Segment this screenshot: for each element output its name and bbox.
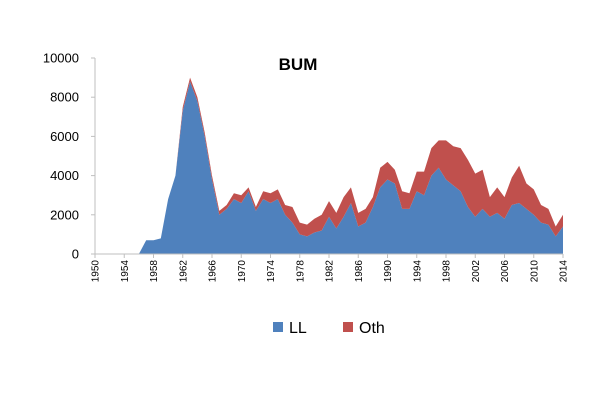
- y-tick-label: 10000: [43, 51, 79, 66]
- x-tick-label: 1978: [295, 260, 306, 283]
- y-axis: 0 2000 4000 6000 8000 10000: [43, 51, 96, 262]
- x-tick-label: 1990: [383, 260, 394, 283]
- legend-label-ll: LL: [289, 320, 307, 337]
- x-tick-label: 2002: [471, 260, 482, 283]
- legend-swatch-oth: [343, 322, 353, 332]
- y-tick-label: 2000: [50, 207, 79, 222]
- x-tick-label: 1998: [442, 260, 453, 283]
- chart-title: BUM: [279, 55, 318, 74]
- legend: LL Oth: [273, 320, 385, 337]
- series-area-ll: [95, 81, 563, 255]
- x-tick-label: 1950: [91, 260, 102, 283]
- y-tick-label: 0: [72, 247, 79, 262]
- legend-label-oth: Oth: [359, 320, 385, 337]
- x-tick-label: 2010: [529, 260, 540, 283]
- x-tick-label: 1982: [325, 260, 336, 283]
- plot-area: [95, 77, 563, 255]
- x-tick-label: 1954: [120, 260, 131, 283]
- x-tick-label: 1970: [237, 260, 248, 283]
- y-tick-label: 6000: [50, 129, 79, 144]
- x-tick-label: 1994: [412, 260, 423, 283]
- x-tick-label: 1986: [354, 260, 365, 283]
- x-tick-label: 1966: [208, 260, 219, 283]
- x-tick-label: 1962: [178, 260, 189, 283]
- x-axis: 1950 1954 1958 1962 1966 1970 1974 1978 1982 1986…: [91, 253, 570, 283]
- y-tick-label: 8000: [50, 90, 79, 105]
- x-tick-label: 2014: [559, 260, 570, 283]
- x-tick-label: 2006: [500, 260, 511, 283]
- x-tick-label: 1958: [149, 260, 160, 283]
- x-tick-label: 1974: [266, 260, 277, 283]
- legend-swatch-ll: [273, 322, 283, 332]
- y-tick-label: 4000: [50, 168, 79, 183]
- series-area-oth: [95, 77, 563, 254]
